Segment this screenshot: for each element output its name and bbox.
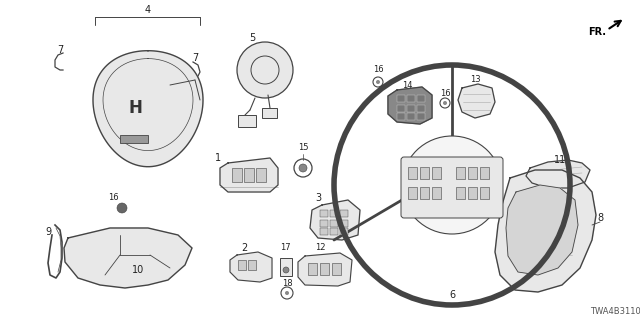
Bar <box>407 95 415 102</box>
Ellipse shape <box>402 136 502 234</box>
Bar <box>330 210 338 217</box>
Text: 16: 16 <box>372 66 383 75</box>
Bar <box>248 260 256 270</box>
Bar <box>417 113 425 120</box>
Bar <box>468 167 477 179</box>
Bar <box>330 220 338 227</box>
Bar <box>432 187 441 199</box>
Bar <box>340 220 348 227</box>
Bar <box>320 210 328 217</box>
FancyBboxPatch shape <box>401 157 503 218</box>
FancyBboxPatch shape <box>120 135 148 143</box>
Bar <box>308 263 317 275</box>
Bar <box>456 167 465 179</box>
Text: 16: 16 <box>108 194 118 203</box>
Text: 5: 5 <box>249 33 255 43</box>
Bar <box>320 228 328 235</box>
Text: TWA4B3110: TWA4B3110 <box>589 308 640 316</box>
Circle shape <box>117 203 127 213</box>
Polygon shape <box>458 84 495 118</box>
Text: 6: 6 <box>449 290 455 300</box>
Polygon shape <box>388 87 432 124</box>
Text: 3: 3 <box>315 193 321 203</box>
Text: 17: 17 <box>280 244 291 252</box>
Bar <box>417 95 425 102</box>
Text: 7: 7 <box>192 53 198 63</box>
Text: 14: 14 <box>402 81 412 90</box>
Text: 2: 2 <box>241 243 247 253</box>
Bar <box>238 260 246 270</box>
Bar <box>397 105 405 112</box>
Polygon shape <box>298 253 352 286</box>
Bar <box>456 187 465 199</box>
Text: 16: 16 <box>440 89 451 98</box>
Text: 7: 7 <box>57 45 63 55</box>
Bar <box>330 228 338 235</box>
Polygon shape <box>495 170 596 292</box>
Bar <box>232 168 242 182</box>
Bar <box>397 95 405 102</box>
Circle shape <box>376 80 380 84</box>
Polygon shape <box>526 160 590 188</box>
Bar <box>332 263 341 275</box>
Bar <box>417 105 425 112</box>
Circle shape <box>237 42 293 98</box>
Bar <box>432 167 441 179</box>
Text: 13: 13 <box>470 76 480 84</box>
Bar <box>320 220 328 227</box>
Polygon shape <box>506 185 578 275</box>
Bar <box>480 167 489 179</box>
Bar <box>340 210 348 217</box>
Text: 4: 4 <box>145 5 151 15</box>
Text: 10: 10 <box>132 265 144 275</box>
Bar <box>340 228 348 235</box>
Bar <box>320 263 329 275</box>
Text: FR.: FR. <box>588 27 606 37</box>
Bar <box>480 187 489 199</box>
Bar <box>408 187 417 199</box>
Polygon shape <box>230 252 272 282</box>
Polygon shape <box>93 51 203 167</box>
Bar <box>468 187 477 199</box>
FancyBboxPatch shape <box>280 258 292 276</box>
Text: 12: 12 <box>315 244 325 252</box>
Text: 1: 1 <box>215 153 221 163</box>
Polygon shape <box>220 158 278 192</box>
Polygon shape <box>310 200 360 240</box>
Circle shape <box>299 164 307 172</box>
Text: 8: 8 <box>597 213 603 223</box>
FancyBboxPatch shape <box>238 115 256 127</box>
Bar <box>408 167 417 179</box>
Bar <box>397 113 405 120</box>
Text: H: H <box>128 99 142 117</box>
Polygon shape <box>64 228 192 288</box>
Bar <box>420 187 429 199</box>
Circle shape <box>443 101 447 105</box>
Bar <box>407 113 415 120</box>
Text: 15: 15 <box>298 143 308 153</box>
Bar <box>244 168 254 182</box>
FancyBboxPatch shape <box>262 108 277 118</box>
Text: 11: 11 <box>554 155 566 165</box>
Bar <box>420 167 429 179</box>
Text: 18: 18 <box>282 278 292 287</box>
Bar <box>256 168 266 182</box>
Circle shape <box>283 267 289 273</box>
Circle shape <box>285 291 289 295</box>
Text: 9: 9 <box>45 227 51 237</box>
Bar <box>407 105 415 112</box>
